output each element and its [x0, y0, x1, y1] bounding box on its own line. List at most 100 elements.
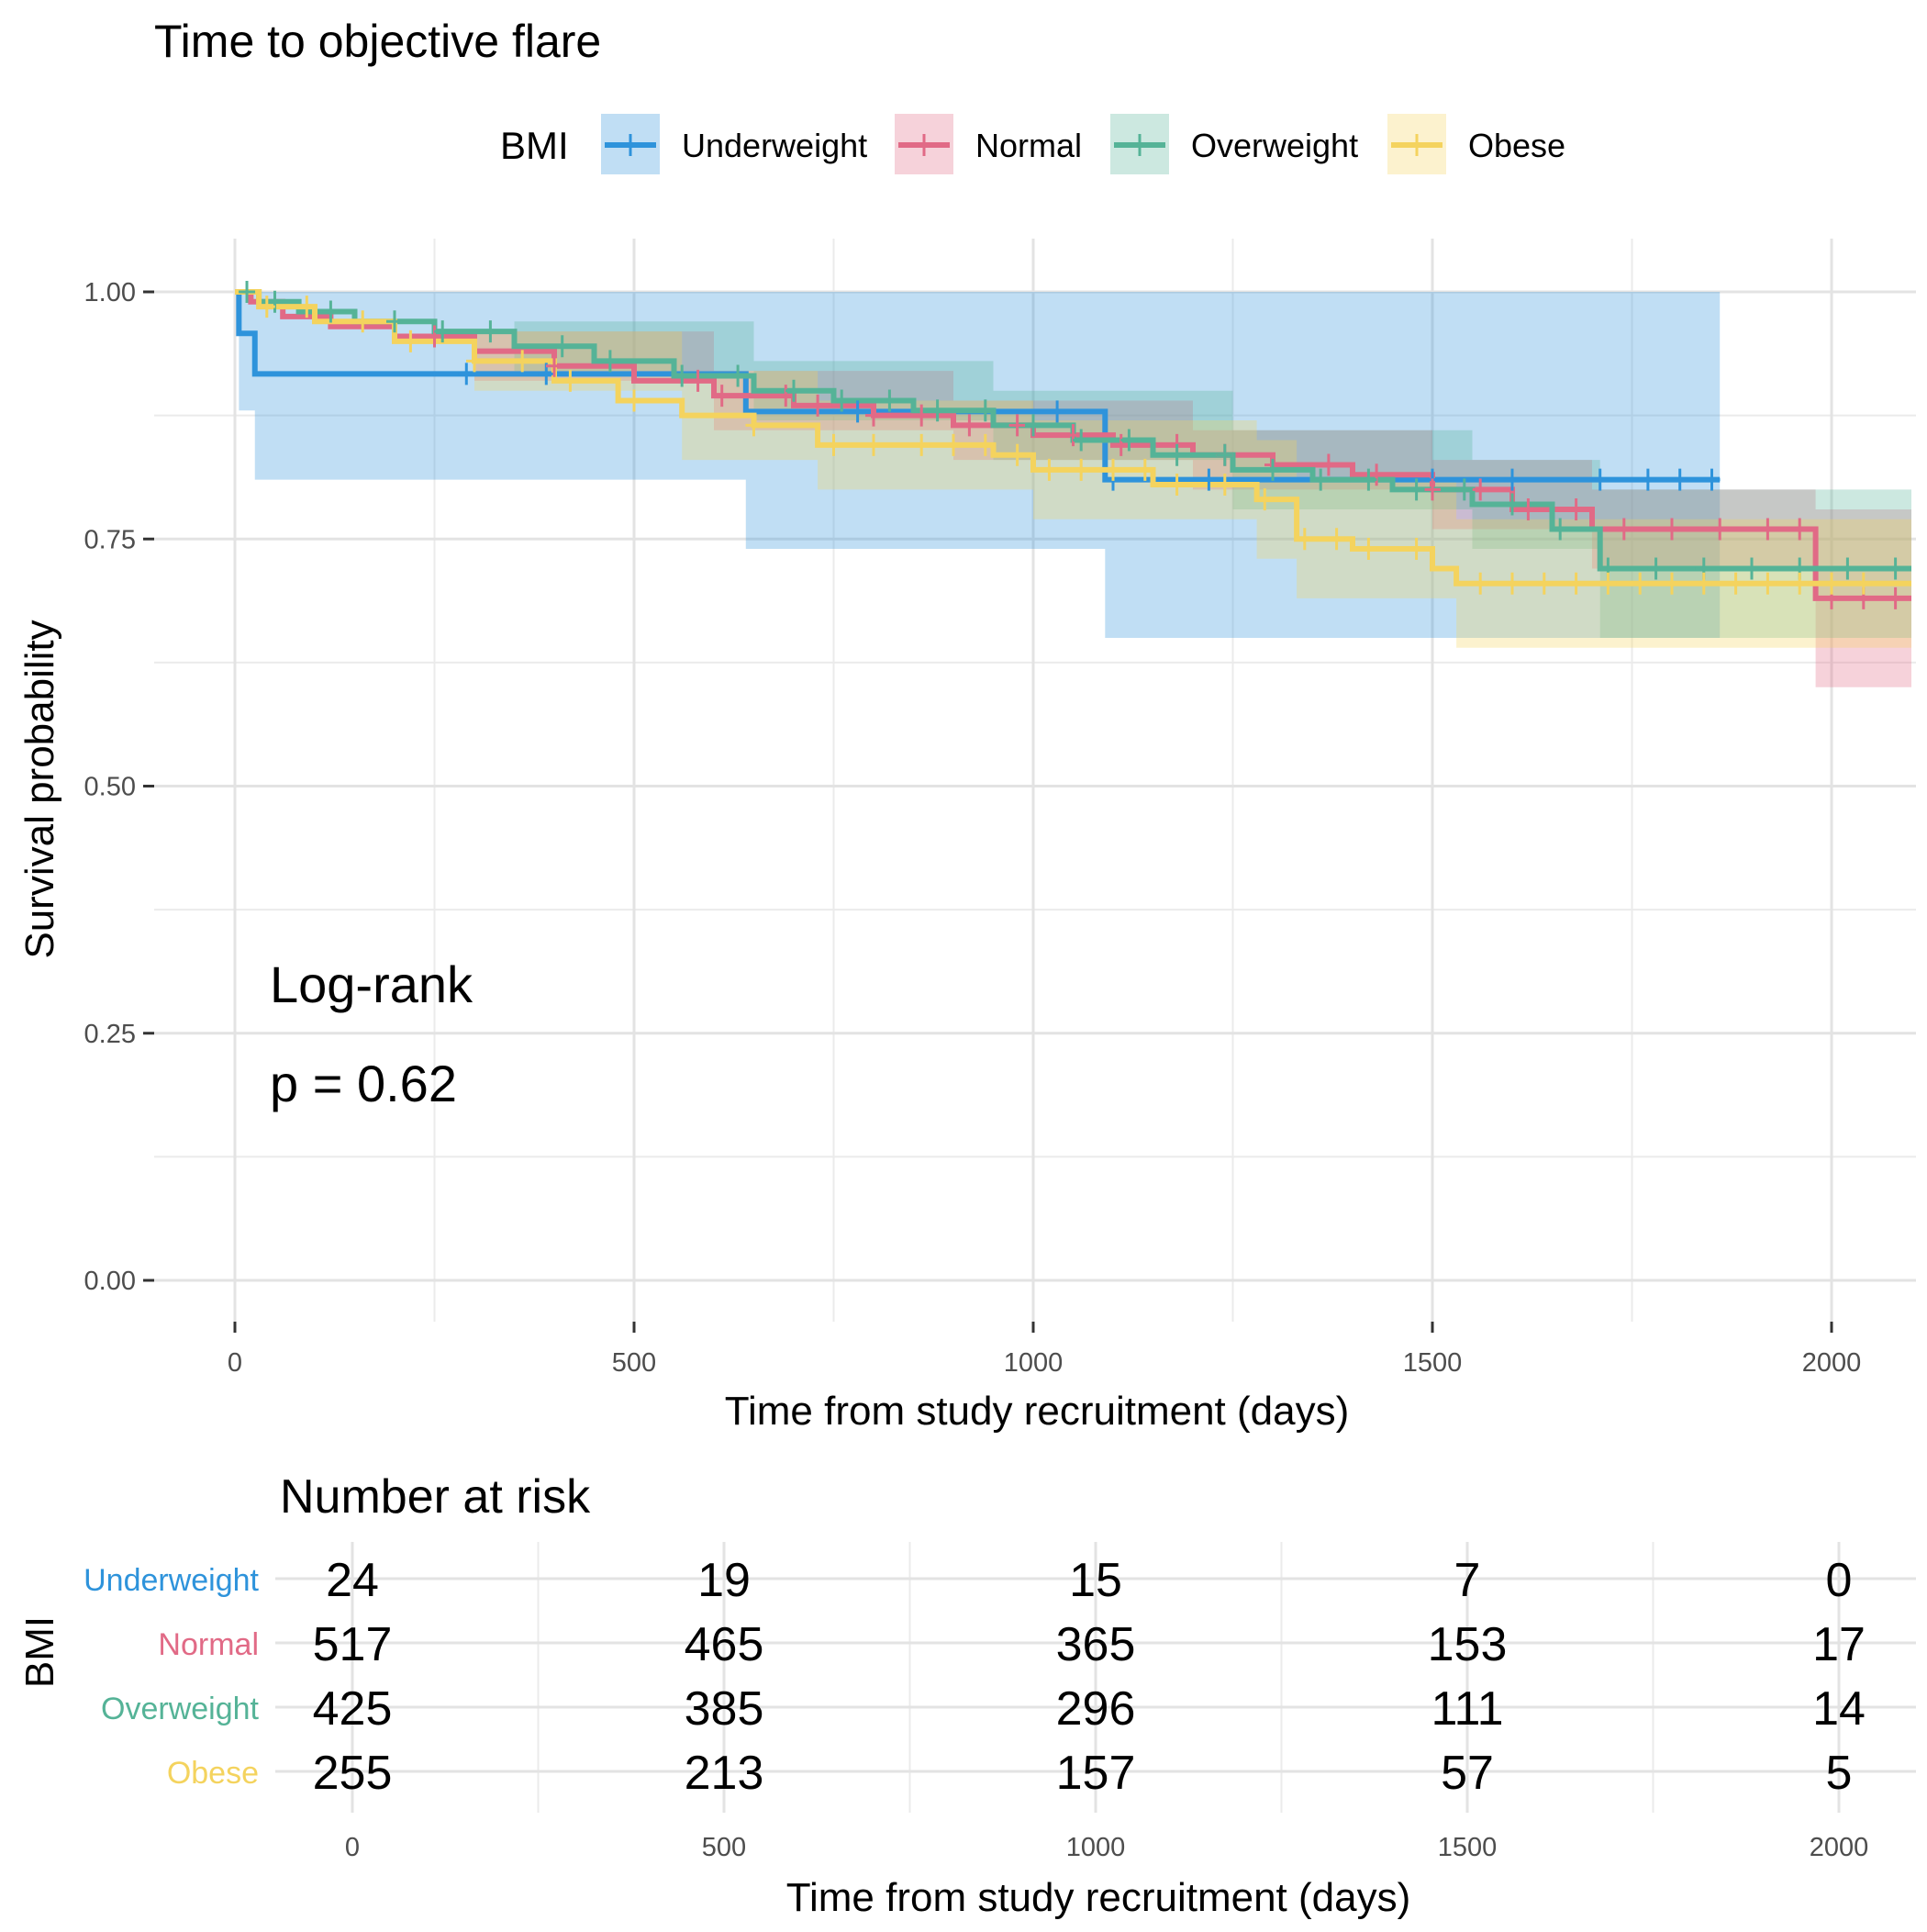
legend-item-underweight: Underweight — [601, 114, 867, 174]
x-tick-label: 1000 — [1004, 1348, 1064, 1378]
censor-mark-overweight — [1504, 493, 1520, 516]
risk-count: 14 — [1812, 1682, 1866, 1736]
risk-row-underweight: Underweight 24 19 15 7 0 — [84, 1554, 1852, 1607]
censor-mark-obese — [354, 310, 372, 333]
legend-label-underweight: Underweight — [682, 127, 867, 164]
risk-count: 517 — [313, 1618, 393, 1671]
risk-table-x-axis: 0 500 1000 1500 2000 — [345, 1833, 1868, 1862]
censor-mark-underweight — [458, 363, 475, 385]
censor-mark-obese — [402, 329, 419, 352]
legend-item-obese: Obese — [1387, 114, 1565, 174]
y-tick-label: 0.00 — [84, 1267, 136, 1296]
risk-count: 157 — [1056, 1747, 1136, 1800]
censor-mark-obese — [1504, 572, 1520, 595]
censor-mark-overweight — [1073, 429, 1090, 452]
censor-mark-obese — [466, 350, 483, 373]
censor-mark-obese — [1408, 538, 1425, 561]
risk-x-tick-label: 1500 — [1438, 1833, 1498, 1862]
x-tick-label: 1500 — [1403, 1348, 1463, 1378]
censor-mark-obese — [562, 369, 579, 392]
censor-mark-normal — [1320, 453, 1337, 476]
censor-mark-normal — [1064, 424, 1082, 447]
censor-mark-overweight — [266, 290, 284, 313]
x-tick-label: 500 — [612, 1348, 656, 1378]
censor-mark-overweight — [1887, 557, 1904, 580]
risk-count: 24 — [326, 1554, 379, 1607]
censor-mark-underweight — [1049, 400, 1066, 423]
y-tick-label: 1.00 — [84, 278, 136, 307]
censor-mark-overweight — [601, 350, 618, 373]
risk-row-label: Underweight — [84, 1563, 259, 1598]
censor-mark-underweight — [1671, 468, 1688, 491]
censor-mark-normal — [1711, 518, 1729, 541]
censor-mark-obese — [1136, 458, 1153, 481]
censor-mark-overweight — [1408, 478, 1425, 501]
censor-mark-normal — [713, 385, 730, 408]
censor-mark-overweight — [1216, 443, 1233, 466]
censor-mark-normal — [1615, 518, 1632, 541]
grid-minor — [154, 239, 1916, 1322]
risk-count: 425 — [313, 1682, 393, 1736]
censor-mark-obese — [1168, 474, 1186, 497]
censor-mark-overweight — [1312, 468, 1330, 491]
censor-mark-overweight — [674, 364, 691, 387]
legend-label-overweight: Overweight — [1191, 127, 1358, 164]
censor-mark-overweight — [833, 389, 851, 412]
risk-count: 296 — [1056, 1682, 1136, 1736]
censor-mark-obese — [1535, 572, 1553, 595]
censor-mark-overweight — [482, 320, 499, 343]
censor-mark-overweight — [322, 300, 340, 323]
pvalue-label: p = 0.62 — [270, 1055, 457, 1112]
censor-mark-normal — [777, 385, 795, 408]
censor-mark-obese — [1695, 572, 1712, 595]
risk-row-overweight: Overweight 425 385 296 111 14 — [101, 1682, 1866, 1736]
censor-mark-underweight — [849, 400, 866, 423]
legend: BMI Underweight Normal Overweight Obese — [500, 114, 1565, 174]
censor-mark-obese — [1041, 458, 1058, 481]
censor-mark-overweight — [239, 281, 256, 303]
censor-mark-normal — [1520, 497, 1537, 520]
censor-mark-obese — [258, 296, 275, 318]
risk-row-label: Overweight — [101, 1692, 260, 1726]
risk-x-tick-label: 1000 — [1066, 1833, 1126, 1862]
x-axis: 0 500 1000 1500 2000 — [228, 1322, 1861, 1378]
chart-title: Time to objective flare — [154, 16, 601, 67]
y-tick-label: 0.50 — [84, 773, 136, 802]
risk-x-tick-label: 0 — [345, 1833, 360, 1862]
risk-count: 5 — [1826, 1747, 1853, 1800]
censor-mark-obese — [1759, 572, 1777, 595]
censor-mark-obese — [1008, 443, 1026, 466]
censor-mark-overweight — [1264, 458, 1281, 481]
risk-row-label: Normal — [158, 1627, 259, 1662]
censor-mark-obese — [745, 414, 763, 437]
censor-marks — [239, 281, 1904, 609]
censor-mark-overweight — [434, 320, 451, 343]
legend-label-normal: Normal — [975, 127, 1082, 164]
censor-mark-normal — [689, 369, 707, 392]
risk-count: 17 — [1812, 1618, 1866, 1671]
censor-mark-overweight — [929, 399, 946, 422]
risk-x-tick-label: 500 — [702, 1833, 746, 1862]
censor-mark-obese — [913, 433, 930, 456]
censor-mark-obese — [1664, 572, 1680, 595]
censor-mark-normal — [426, 325, 443, 348]
censor-mark-normal — [546, 354, 563, 377]
censor-mark-normal — [1759, 518, 1777, 541]
censor-mark-overweight — [881, 389, 898, 412]
censor-mark-overweight — [976, 399, 994, 422]
censor-mark-underweight — [1703, 468, 1721, 491]
censor-mark-normal — [913, 404, 930, 427]
censor-mark-obese — [976, 433, 994, 456]
censor-mark-underweight — [1200, 468, 1218, 491]
censor-mark-obese — [1599, 572, 1617, 595]
censor-mark-normal — [961, 414, 978, 437]
censor-mark-obese — [1256, 488, 1274, 511]
censor-mark-overweight — [785, 379, 802, 402]
risk-count: 15 — [1069, 1554, 1122, 1607]
censor-mark-obese — [1472, 572, 1489, 595]
censor-mark-obese — [626, 389, 642, 412]
legend-title: BMI — [500, 124, 569, 167]
y-axis: 0.00 0.25 0.50 0.75 1.00 — [84, 278, 154, 1296]
